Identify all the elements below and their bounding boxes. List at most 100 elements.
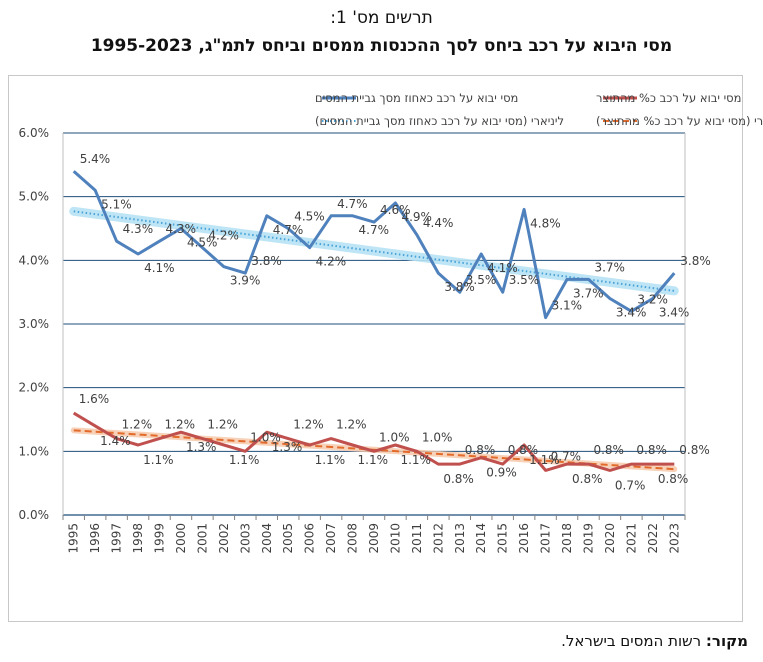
x-tick-label: 1996 [88, 523, 102, 554]
series-lines [72, 170, 676, 472]
x-tick-label: 2010 [388, 523, 402, 554]
chart-title-line2: מסי היבוא על רכב ביחס לסך ההכנסות ממסים … [90, 36, 673, 56]
y-tick-label: 0.0% [19, 508, 50, 522]
y-tick-label: 6.0% [19, 126, 50, 140]
data-label-gdp: 1.1% [529, 453, 560, 467]
x-tick-label: 2002 [217, 523, 231, 554]
x-axis: 1995 1996 1997 1998 1999 2000 2001 2002 2003 2004… [62, 515, 686, 554]
y-axis: 0.0% 1.0% 2.0% 3.0% 4.0% 5.0% 6.0% [19, 126, 50, 522]
y-tick-label: 3.0% [19, 317, 50, 331]
data-label-revenue: 4.7% [337, 197, 368, 211]
y-tick-label: 4.0% [19, 253, 50, 267]
data-label-gdp: 0.7% [615, 478, 646, 492]
legend-label-revenue: מסי יבוא על רכב כאחוז מסך גביית המסים [315, 91, 518, 105]
chart-frame [8, 75, 743, 622]
y-tick-label: 5.0% [19, 190, 50, 204]
data-label-gdp: 0.8% [443, 472, 474, 486]
data-label-gdp: 1.3% [272, 440, 303, 454]
data-label-gdp: 0.8% [593, 443, 624, 457]
data-label-revenue: 3.1% [552, 299, 583, 313]
source-note: מקור: רשות המסים בישראל. [380, 632, 748, 650]
x-tick-label: 2011 [410, 523, 424, 554]
data-label-gdp: 1.2% [336, 418, 367, 432]
legend-label-gdp: מסי יבוא על רכב כ% מהתוצר [596, 91, 741, 105]
data-label-gdp: 1.1% [229, 453, 259, 467]
x-tick-label: 2003 [238, 523, 252, 554]
legend-label-revenue-trend: ליניארי (מסי יבוא על רכב כאחוז מסך גביית… [315, 114, 564, 128]
x-tick-label: 2001 [195, 523, 209, 554]
data-label-revenue: 4.9% [401, 210, 432, 224]
x-tick-label: 2017 [539, 523, 553, 554]
data-label-gdp: 1.1% [358, 453, 389, 467]
data-label-revenue: 3.7% [594, 260, 625, 274]
data-label-revenue: 3.8% [251, 254, 282, 268]
data-label-revenue: 5.1% [101, 197, 132, 211]
y-tick-label: 2.0% [19, 381, 50, 395]
x-tick-label: 1997 [110, 523, 124, 554]
data-label-gdp: 1.1% [315, 453, 346, 467]
x-tick-label: 2018 [560, 523, 574, 554]
data-label-gdp: 0.8% [658, 472, 689, 486]
data-label-gdp: 0.8% [679, 443, 710, 457]
data-label-gdp: 0.8% [465, 443, 496, 457]
data-label-revenue: 4.2% [316, 255, 347, 269]
data-label-gdp: 1.2% [207, 418, 238, 432]
data-label-gdp: 1.2% [293, 418, 324, 432]
series-line-gdp [72, 411, 675, 472]
x-tick-label: 2023 [667, 523, 681, 554]
data-label-revenue: 4.3% [166, 222, 197, 236]
data-label-revenue: 3.8% [680, 254, 711, 268]
data-label-revenue: 3.4% [659, 306, 690, 320]
data-label-gdp: 1.1% [400, 453, 431, 467]
data-label-revenue: 4.2% [208, 229, 239, 243]
data-label-revenue: 4.6% [380, 203, 411, 217]
x-tick-label: 2000 [174, 523, 188, 554]
x-tick-label: 2008 [346, 523, 360, 554]
x-tick-label: 2007 [324, 523, 338, 554]
data-label-revenue: 4.7% [273, 223, 304, 237]
data-label-revenue: 3.8% [444, 280, 475, 294]
data-label-gdp: 1.2% [122, 418, 153, 432]
data-label-revenue: 4.5% [294, 210, 325, 224]
x-tick-label: 1995 [67, 523, 81, 554]
x-tick-label: 2006 [303, 523, 317, 554]
data-label-revenue: 3.7% [573, 286, 604, 300]
chart-legend: מסי יבוא על רכב כ% מהתוצר מסי יבוא על רכ… [315, 91, 763, 128]
data-label-gdp: 0.8% [508, 443, 539, 457]
data-label-gdp: 1.3% [186, 440, 217, 454]
data-label-revenue: 4.4% [423, 216, 454, 230]
data-label-gdp: 1.0% [422, 430, 453, 444]
x-tick-label: 2014 [474, 523, 488, 554]
data-label-gdp: 1.6% [79, 392, 110, 406]
x-tick-label: 1998 [131, 523, 145, 554]
data-label-gdp: 0.7% [551, 449, 582, 463]
data-label-revenue: 4.7% [359, 223, 390, 237]
data-label-revenue: 3.2% [637, 292, 668, 306]
x-tick-label: 2020 [603, 523, 617, 554]
x-tick-label: 2005 [281, 523, 295, 554]
legend-label-gdp-trend: ליניארי (מסי יבוא על רכב כ% מהתוצר) [596, 114, 763, 128]
data-label-gdp: 0.8% [572, 472, 603, 486]
data-label-revenue: 3.9% [230, 274, 260, 288]
data-label-revenue: 4.5% [187, 236, 218, 250]
y-tick-label: 1.0% [19, 444, 50, 458]
x-tick-label: 2021 [624, 523, 638, 554]
trendline-revenue [73, 210, 675, 292]
x-tick-label: 2016 [517, 523, 531, 554]
data-label-gdp: 1.0% [250, 430, 281, 444]
data-label-revenue: 4.8% [530, 216, 561, 230]
series-line-revenue [72, 170, 676, 320]
source-label: מקור: [705, 632, 748, 650]
data-label-revenue: 5.4% [80, 152, 111, 166]
data-label-revenue: 4.1% [144, 261, 175, 275]
chart-title-line1: תרשים מס' 1: [330, 8, 433, 28]
x-tick-label: 2019 [581, 523, 595, 554]
gridlines [62, 132, 686, 516]
source-text: רשות המסים בישראל. [561, 632, 706, 650]
data-labels: 5.4%5.1%4.3%4.1%4.3%4.5%4.2%3.9%3.8%4.7%… [79, 152, 711, 492]
data-label-revenue: 3.5% [509, 273, 540, 287]
x-tick-label: 2022 [646, 523, 660, 554]
data-label-gdp: 0.8% [636, 443, 667, 457]
x-tick-label: 2004 [260, 523, 274, 554]
